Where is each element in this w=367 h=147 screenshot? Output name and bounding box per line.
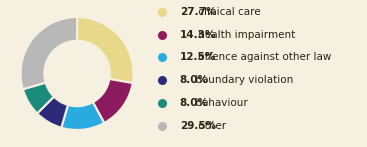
Text: 14.3% health impairment: 14.3% health impairment: [180, 30, 313, 40]
Text: 29.5% other: 29.5% other: [180, 121, 244, 131]
Wedge shape: [23, 83, 54, 113]
Text: 14.3%: 14.3%: [180, 30, 216, 40]
Text: 8.0% behaviour: 8.0% behaviour: [180, 98, 262, 108]
Wedge shape: [93, 79, 133, 123]
Text: 27.7% clinical care: 27.7% clinical care: [180, 7, 279, 17]
Wedge shape: [37, 97, 68, 128]
Text: 8.0%: 8.0%: [180, 98, 209, 108]
Text: 8.0%: 8.0%: [180, 75, 209, 85]
Wedge shape: [61, 102, 104, 130]
Text: 29.5%: 29.5%: [180, 121, 216, 131]
Wedge shape: [21, 17, 77, 89]
Text: other: other: [195, 121, 226, 131]
Text: behaviour: behaviour: [192, 98, 248, 108]
Text: 27.7%: 27.7%: [180, 7, 216, 17]
Text: clinical care: clinical care: [195, 7, 261, 17]
Text: 8.0% boundary violation: 8.0% boundary violation: [180, 75, 307, 85]
Text: offence against other law: offence against other law: [195, 52, 332, 62]
Text: 12.5%: 12.5%: [180, 52, 216, 62]
Wedge shape: [77, 17, 134, 83]
Text: boundary violation: boundary violation: [192, 75, 294, 85]
Text: health impairment: health impairment: [195, 30, 296, 40]
Text: 12.5% offence against other law: 12.5% offence against other law: [180, 52, 349, 62]
